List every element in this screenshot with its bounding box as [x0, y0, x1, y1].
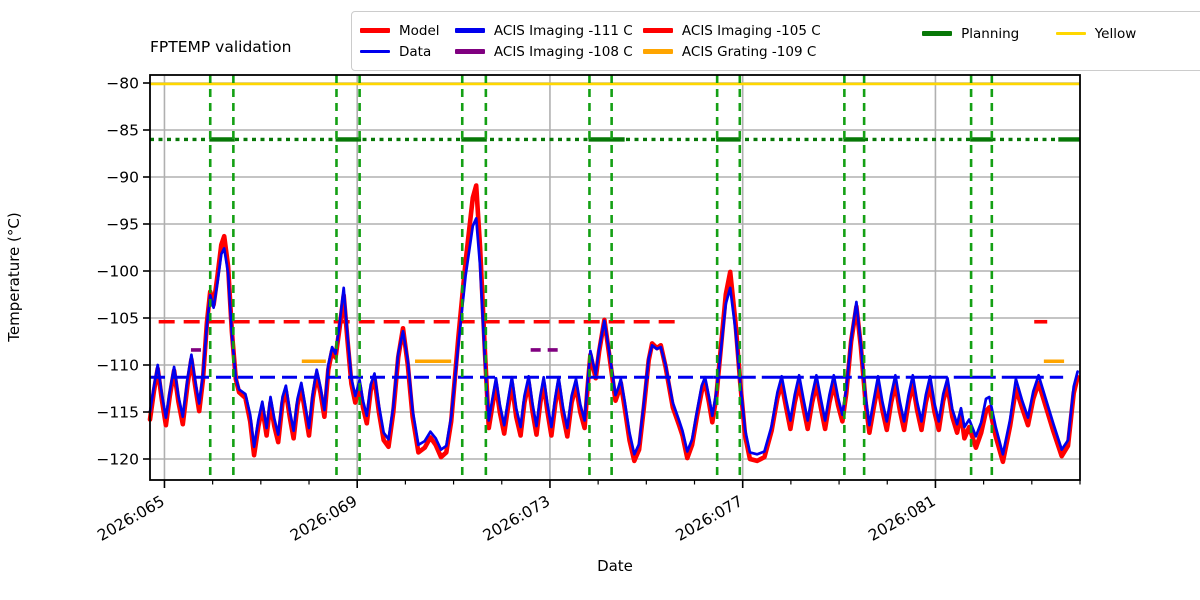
x-tick-label: 2026:073: [480, 492, 553, 545]
legend-item: Planning: [922, 20, 1056, 47]
legend-swatch: [360, 28, 390, 33]
legend-label: ACIS Imaging -105 C: [681, 22, 821, 39]
legend-item: ACIS Imaging -111 C: [454, 20, 643, 41]
legend-label: Planning: [961, 25, 1020, 42]
legend-column: Model Data: [360, 20, 455, 62]
y-tick-label: −105: [96, 310, 139, 328]
legend-item: Yellow: [1055, 20, 1200, 47]
x-tick-label: 2026:077: [673, 492, 746, 545]
x-tick-label: 2026:081: [865, 492, 938, 545]
legend-label: ACIS Imaging -108 C: [493, 43, 633, 60]
legend-item: ACIS Imaging -105 C: [642, 20, 922, 41]
legend-item: Model: [360, 20, 455, 41]
legend-column: Yellow: [1055, 20, 1200, 62]
legend-swatch: [360, 50, 390, 53]
legend-label: Data: [399, 43, 432, 60]
legend-swatch: [1055, 32, 1086, 35]
x-axis-label: Date: [597, 557, 633, 575]
legend-column: Planning: [922, 20, 1056, 62]
axes-spines: [149, 74, 1081, 481]
y-tick-label: −115: [96, 404, 139, 422]
y-tick-label: −85: [106, 122, 139, 140]
legend-swatch: [642, 28, 673, 33]
legend-label: ACIS Grating -109 C: [681, 43, 817, 60]
y-tick-label: −95: [106, 216, 139, 234]
legend-item: Data: [360, 41, 455, 62]
legend-swatch: [922, 31, 953, 36]
y-tick-label: −90: [106, 169, 139, 187]
x-tick-label: 2026:069: [287, 492, 360, 545]
legend-label: ACIS Imaging -111 C: [493, 22, 633, 39]
y-tick-label: −80: [106, 75, 139, 93]
legend-label: Yellow: [1094, 25, 1137, 42]
legend-column: ACIS Imaging -111 C ACIS Imaging -108 C: [454, 20, 643, 62]
y-tick-label: −100: [96, 263, 139, 281]
y-tick-label: −110: [96, 357, 139, 375]
legend-item: ACIS Grating -109 C: [642, 41, 922, 62]
legend: Model Data ACIS Imaging -111 C ACIS Imaging…: [351, 11, 1200, 71]
chart-title: FPTEMP validation: [150, 38, 292, 56]
data-line: [148, 217, 1079, 456]
y-axis-label: Temperature (°C): [5, 212, 23, 342]
legend-column: ACIS Imaging -105 C ACIS Grating -109 C: [642, 20, 922, 62]
legend-label: Model: [399, 22, 440, 39]
legend-swatch: [642, 49, 673, 54]
legend-swatch: [454, 49, 485, 54]
legend-swatch: [454, 28, 485, 33]
y-tick-label: −120: [96, 451, 139, 469]
x-tick-label: 2026:065: [94, 492, 167, 545]
legend-item: ACIS Imaging -108 C: [454, 41, 643, 62]
